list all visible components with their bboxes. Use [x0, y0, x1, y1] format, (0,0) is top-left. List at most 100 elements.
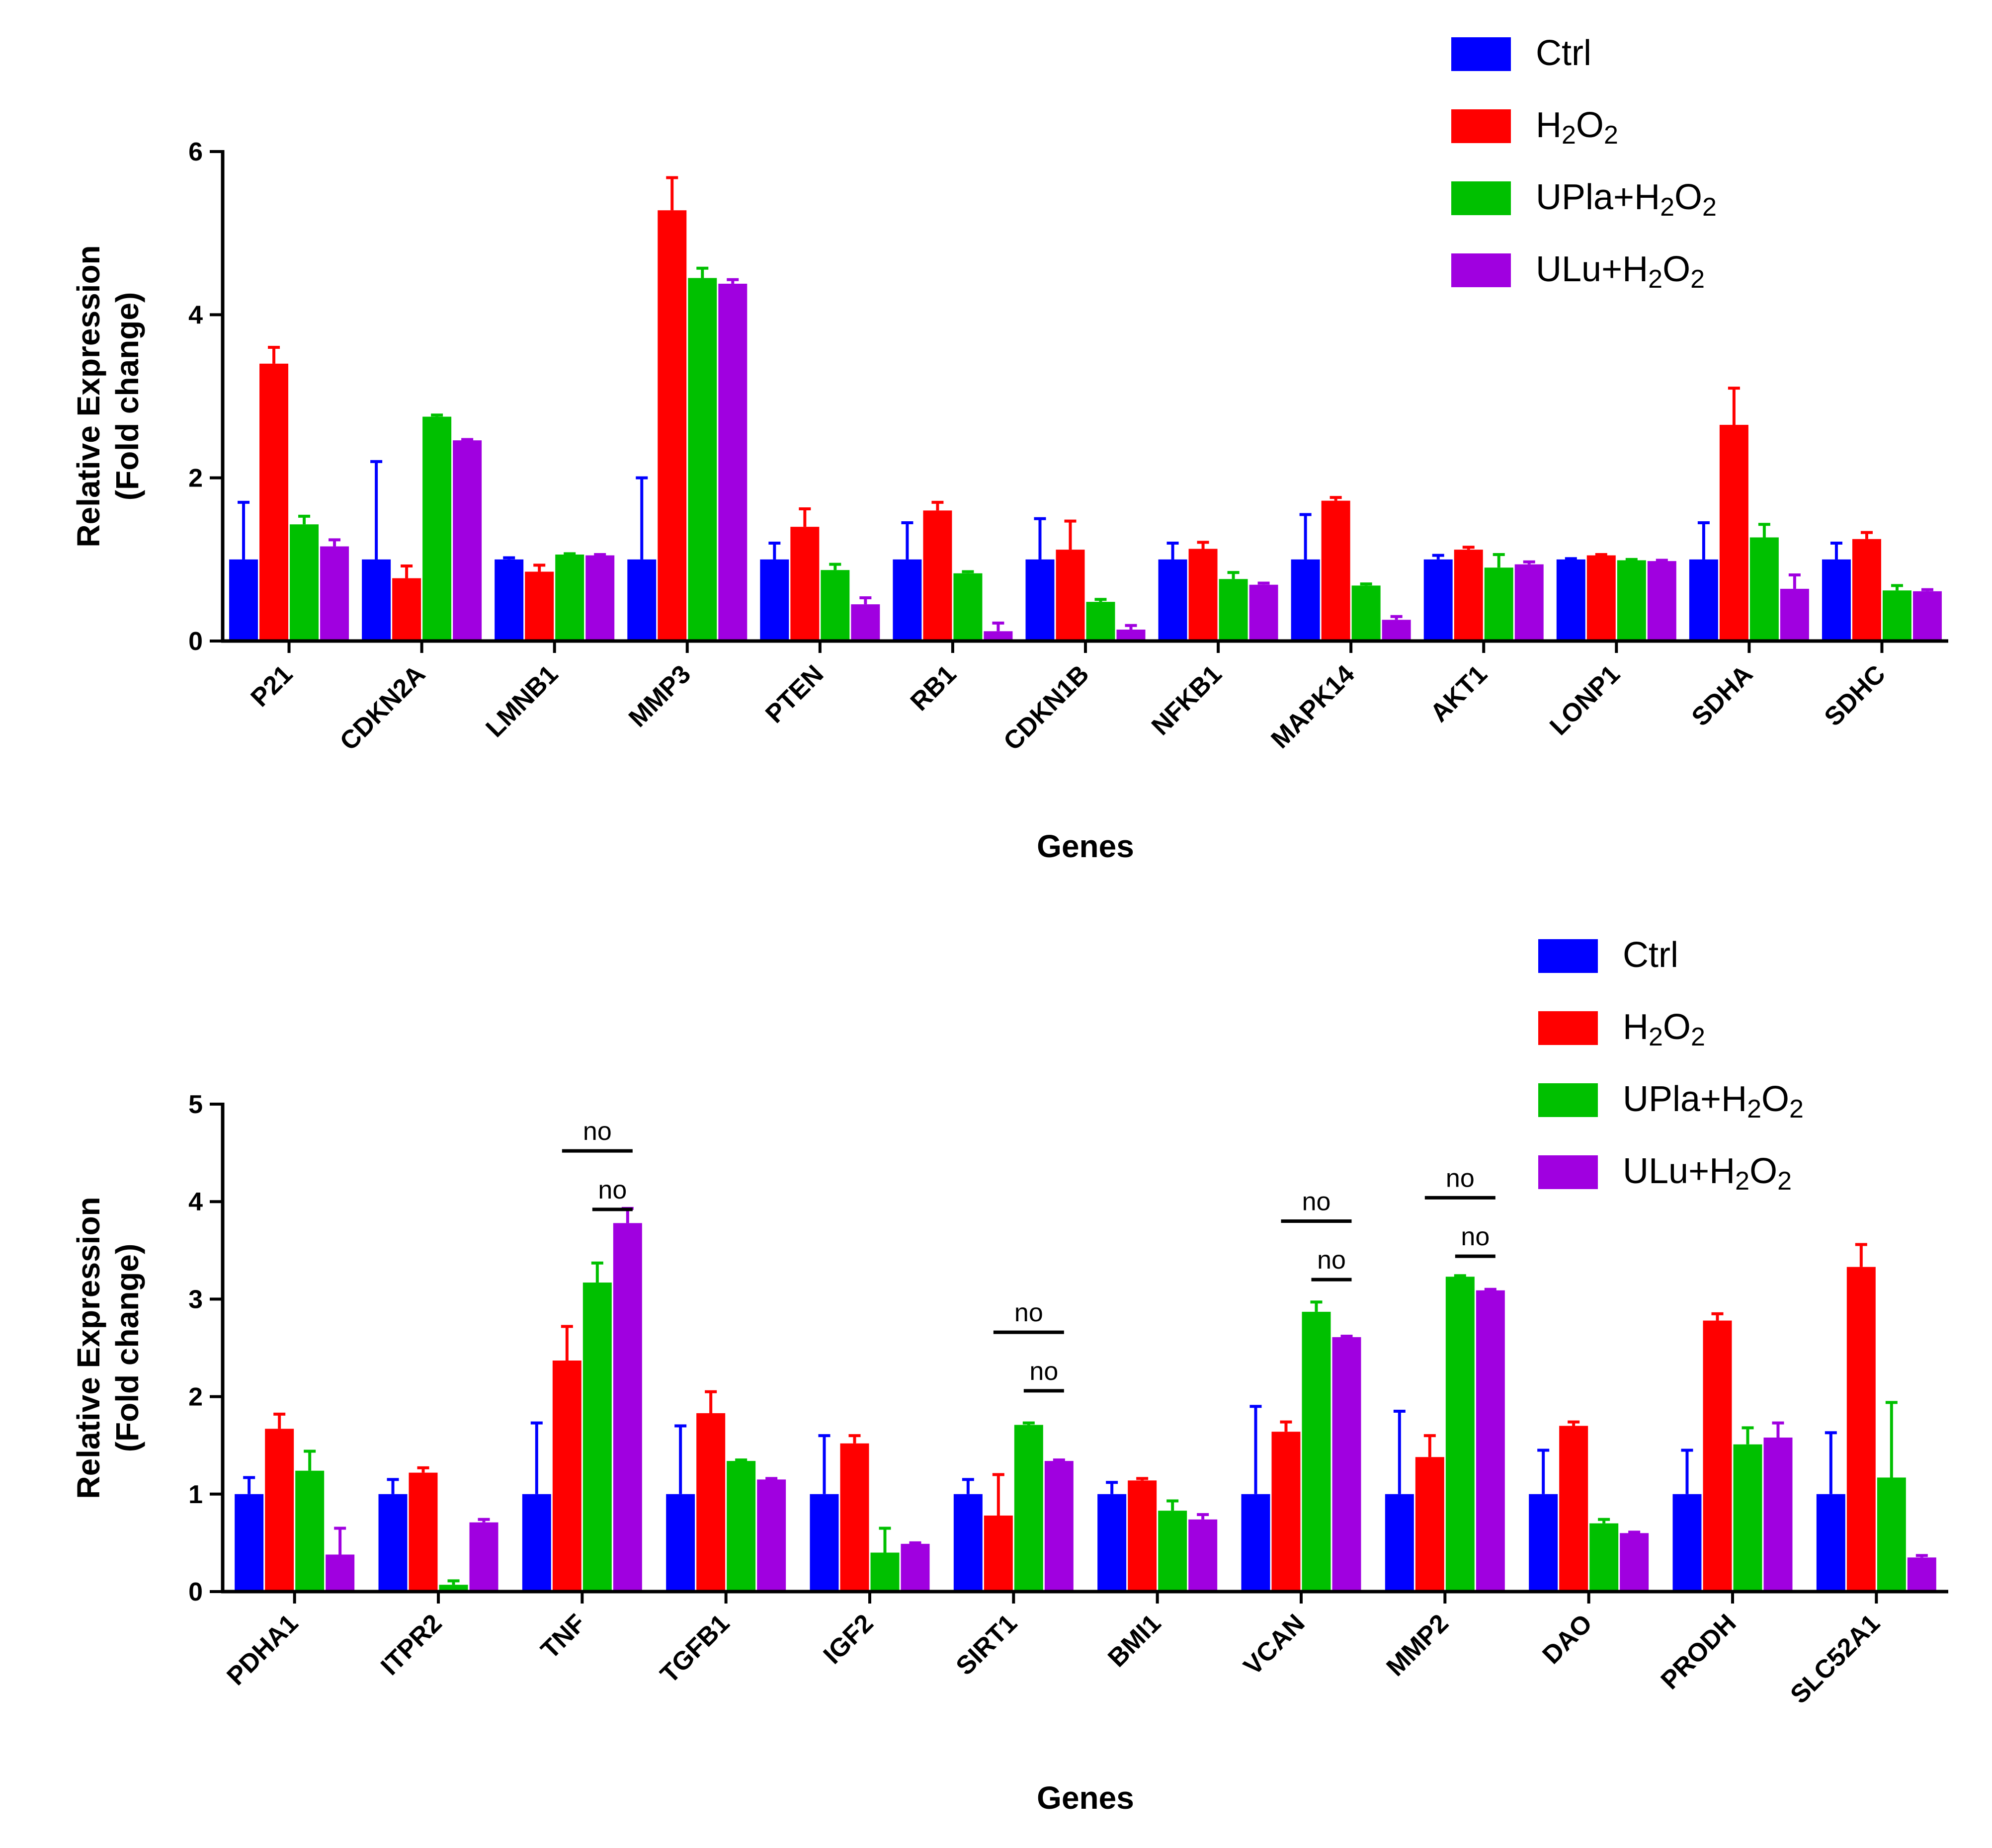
bar-sdhc-ctrl	[1822, 559, 1851, 641]
bar-mapk14-upla	[1351, 585, 1381, 641]
bar-nfkb1-upla	[1219, 579, 1248, 641]
bar-sirt1-upla	[1014, 1425, 1043, 1592]
bar-nfkb1-ctrl	[1158, 559, 1187, 641]
y-axis-label-line1: Relative Expression	[71, 245, 106, 547]
x-tick-label-tnf: TNF	[535, 1608, 591, 1664]
bar-sirt1-ulu	[1044, 1461, 1074, 1592]
bar-dao-ctrl	[1529, 1494, 1558, 1592]
bar-bmi1-upla	[1158, 1511, 1187, 1592]
legend-swatch-ulu	[1451, 253, 1511, 287]
bar-vcan-h2o2	[1271, 1432, 1301, 1592]
bar-prodh-upla	[1733, 1444, 1762, 1592]
bar-cdkn2a-h2o2	[392, 578, 421, 641]
bar-cdkn1b-ulu	[1116, 630, 1146, 641]
bar-pdha1-ulu	[326, 1554, 355, 1592]
x-tick-label-rb1: RB1	[905, 659, 962, 717]
bar-itpr2-h2o2	[409, 1472, 438, 1592]
bar-pten-ulu	[851, 604, 880, 641]
bar-slc52a1-h2o2	[1846, 1267, 1876, 1592]
chart-bottom: 0 1 2 3 4 5 PDHA1 ITPR2 TNF TGFB1 IGF2 SIRT1 BMI1 VCA…	[71, 935, 1948, 1816]
x-tick-label-sdhc: SDHC	[1819, 659, 1891, 731]
x-tick-label-akt1: AKT1	[1425, 659, 1493, 727]
bar-igf2-h2o2	[840, 1443, 869, 1592]
bar-tgfb1-ulu	[757, 1479, 786, 1592]
significance-label-tnf-1: no	[598, 1176, 627, 1205]
bar-lonp1-upla	[1617, 560, 1646, 641]
bar-lonp1-h2o2	[1586, 555, 1616, 641]
significance-label-vcan-5: no	[1317, 1246, 1346, 1275]
legend-swatch-ulu	[1538, 1155, 1598, 1189]
bar-cdkn2a-ulu	[453, 440, 482, 641]
x-tick-label-lonp1: LONP1	[1544, 659, 1626, 741]
bar-tgfb1-upla	[727, 1461, 756, 1592]
bar-igf2-ulu	[901, 1543, 930, 1592]
bar-sdhc-ulu	[1912, 591, 1942, 641]
bar-mmp3-upla	[688, 278, 717, 641]
bar-cdkn2a-upla	[422, 416, 452, 641]
bar-pdha1-h2o2	[265, 1429, 294, 1592]
bar-rb1-ulu	[984, 631, 1013, 641]
bar-akt1-ulu	[1514, 564, 1544, 641]
bar-mapk14-ulu	[1382, 620, 1411, 641]
bar-tnf-h2o2	[552, 1361, 581, 1592]
bar-tnf-upla	[582, 1283, 612, 1592]
legend: Ctrl H2O2 UPla+H2O2 ULu+H2O2	[1451, 33, 1717, 294]
x-axis-label: Genes	[1037, 828, 1134, 864]
bar-cdkn1b-h2o2	[1056, 550, 1085, 641]
y-tick-label: 6	[188, 138, 203, 166]
legend-swatch-ctrl	[1451, 37, 1511, 71]
legend-label-upla: UPla+H2O2	[1623, 1079, 1804, 1124]
bar-nfkb1-h2o2	[1188, 549, 1218, 641]
bar-mmp2-ctrl	[1385, 1494, 1414, 1592]
bar-cdkn1b-ctrl	[1025, 559, 1055, 641]
y-tick-label: 4	[188, 301, 203, 329]
legend-swatch-h2o2	[1538, 1011, 1598, 1045]
bar-akt1-h2o2	[1454, 550, 1483, 641]
x-tick-label-cdkn2a: CDKN2A	[334, 659, 431, 756]
bar-dao-upla	[1589, 1523, 1619, 1592]
bar-bmi1-ulu	[1188, 1519, 1218, 1592]
bar-sdha-upla	[1749, 537, 1779, 641]
bar-vcan-ulu	[1332, 1337, 1361, 1592]
y-tick-label: 1	[188, 1480, 203, 1509]
bar-cdkn2a-ctrl	[362, 559, 391, 641]
y-axis-label-line1: Relative Expression	[71, 1197, 106, 1499]
bar-pten-h2o2	[790, 527, 820, 641]
bar-tnf-ctrl	[522, 1494, 551, 1592]
legend-swatch-upla	[1538, 1083, 1598, 1117]
bar-bmi1-ctrl	[1097, 1494, 1127, 1592]
bar-mmp3-ctrl	[627, 559, 657, 641]
x-tick-label-pdha1: PDHA1	[222, 1608, 304, 1691]
bar-itpr2-ulu	[469, 1522, 498, 1592]
bar-p21-ctrl	[229, 559, 258, 641]
legend-swatch-h2o2	[1451, 109, 1511, 143]
x-tick-label-slc52a1: SLC52A1	[1785, 1608, 1885, 1709]
bar-mmp3-h2o2	[658, 210, 687, 641]
bar-bmi1-h2o2	[1128, 1480, 1157, 1592]
bar-mmp3-ulu	[718, 283, 747, 641]
x-axis-label: Genes	[1037, 1780, 1134, 1816]
y-tick-label: 5	[188, 1090, 203, 1119]
x-tick-label-mmp3: MMP3	[623, 659, 696, 732]
bar-sdha-ctrl	[1689, 559, 1718, 641]
x-tick-label-vcan: VCAN	[1238, 1608, 1310, 1681]
chart-top: 0 2 4 6 P21 CDKN2A LMNB1 MMP3 PTEN RB1 CDKN1B NFKB1…	[71, 33, 1948, 864]
y-tick-label: 3	[188, 1285, 203, 1314]
bar-rb1-h2o2	[923, 510, 952, 641]
bar-lmnb1-upla	[555, 554, 584, 641]
bar-tgfb1-ctrl	[666, 1494, 695, 1592]
bar-sirt1-h2o2	[984, 1515, 1013, 1592]
bar-mmp2-h2o2	[1415, 1457, 1444, 1592]
bar-pten-upla	[821, 570, 850, 641]
bar-nfkb1-ulu	[1249, 584, 1278, 641]
x-tick-label-prodh: PRODH	[1656, 1608, 1742, 1695]
x-tick-label-mmp2: MMP2	[1381, 1608, 1454, 1682]
x-tick-label-sdha: SDHA	[1686, 659, 1758, 731]
y-axis-label-line2: (Fold change)	[109, 292, 145, 501]
bar-pdha1-upla	[295, 1470, 325, 1592]
bar-sdha-ulu	[1780, 588, 1809, 641]
significance-label-mmp2-6: no	[1446, 1164, 1475, 1193]
legend-swatch-ctrl	[1538, 939, 1598, 973]
x-tick-label-pten: PTEN	[760, 659, 829, 728]
bar-lmnb1-ctrl	[495, 559, 524, 641]
